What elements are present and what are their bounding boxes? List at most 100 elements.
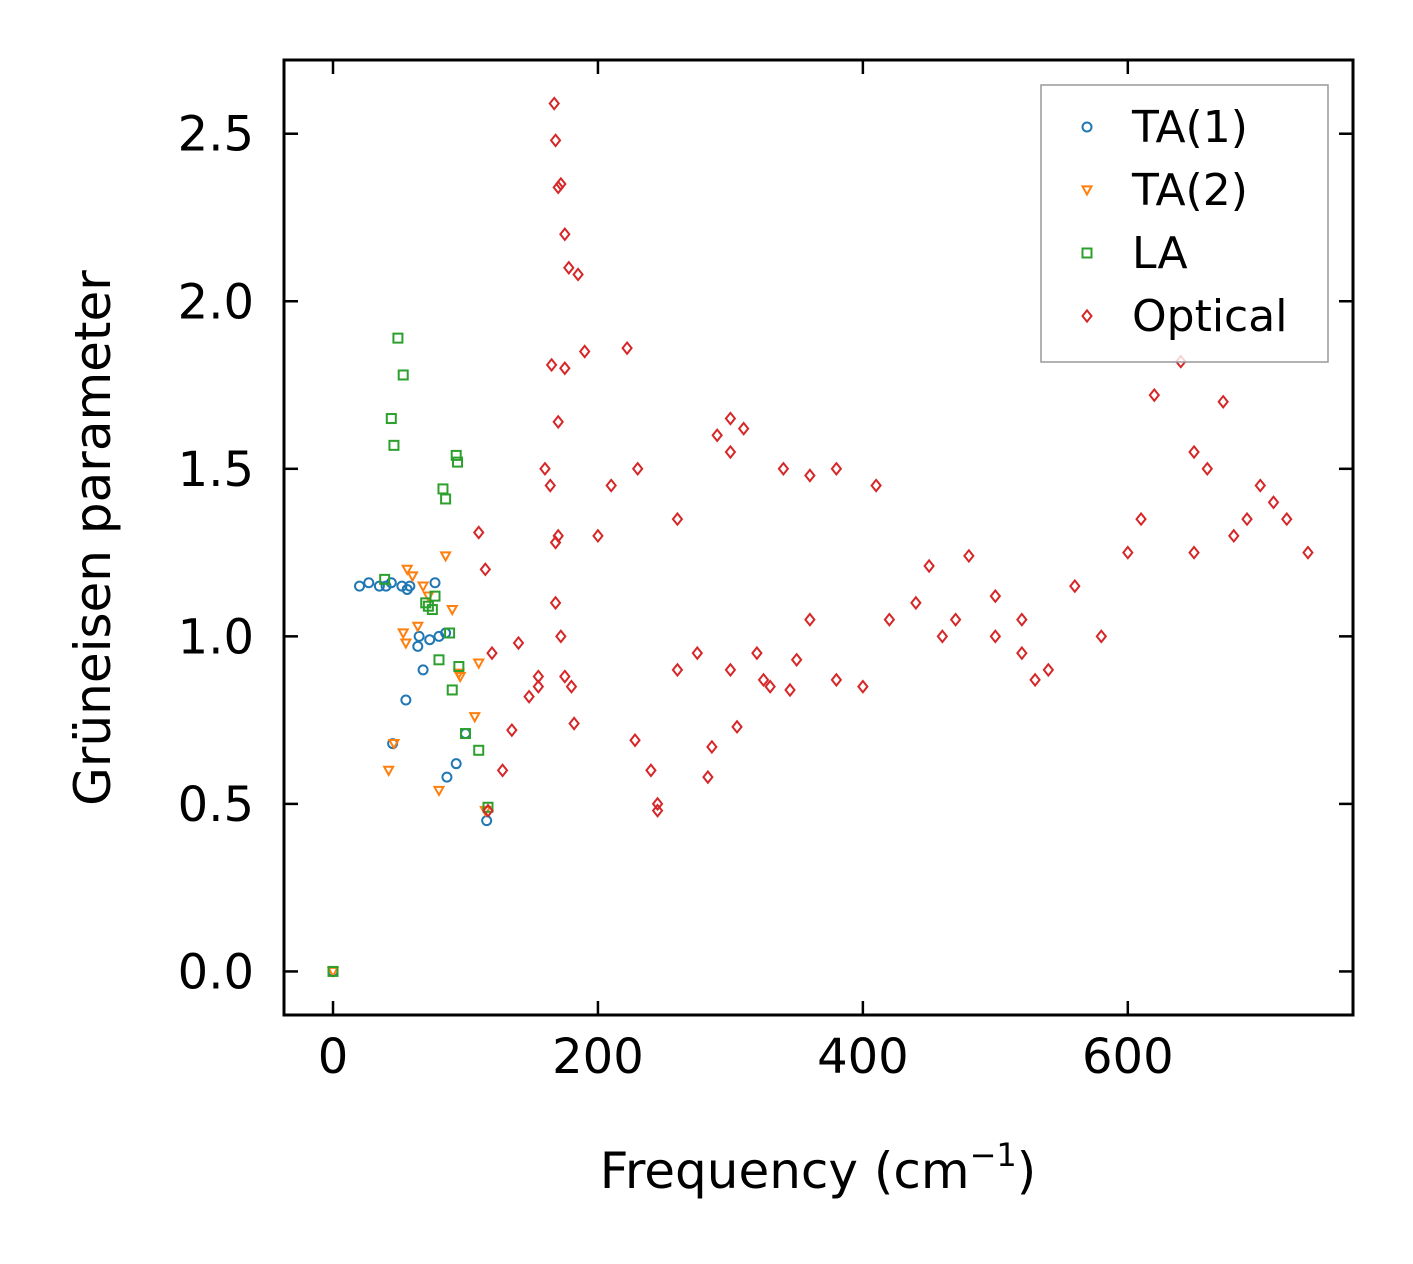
point-optical [532,679,545,694]
point-la [392,332,404,344]
point-optical [552,528,564,544]
point-optical [548,96,561,111]
point-ta-2 [416,581,430,593]
point-optical [857,679,869,694]
point-optical [496,763,509,778]
point-optical [539,461,551,477]
point-optical [757,672,770,688]
y-tick-label: 1.5 [178,442,254,498]
x-axis-title-main: Frequency (cm [600,1142,970,1200]
point-la [420,597,432,609]
y-axis-title: Grüneisen parameter [64,270,122,806]
point-optical [563,260,575,275]
point-optical [1135,511,1147,527]
point-optical [1148,387,1161,403]
legend: TA(1) TA(2) LA Optical [1040,84,1329,363]
x-axis-title: Frequency (cm−1) [600,1136,1037,1200]
point-optical [555,629,567,644]
point-optical [989,629,1002,644]
point-optical [532,669,545,684]
point-optical [1122,545,1134,560]
point-la [482,801,494,813]
legend-label-la: LA [1132,228,1188,279]
legend-label-ta-1: TA(1) [1131,102,1248,153]
point-la [452,456,464,468]
data-points-layer [326,96,1314,978]
point-optical [804,612,816,627]
point-optical [651,803,664,818]
point-optical [555,176,567,192]
point-optical [711,428,723,443]
point-optical [552,414,564,430]
point-la [459,728,471,740]
point-optical [592,528,604,544]
point-ta-1 [424,634,436,646]
point-ta-2 [399,638,413,650]
point-optical [671,662,684,678]
point-optical [870,478,882,493]
point-optical [790,652,803,668]
point-optical [724,662,737,678]
x-tick-label: 400 [817,1029,909,1085]
point-optical [751,645,763,661]
point-ta-2 [387,738,401,751]
point-optical [1095,629,1108,644]
point-optical [764,679,776,694]
point-la [397,369,409,381]
legend-marker-optical [1081,308,1093,324]
point-optical [479,562,492,577]
legend-label-optical: Optical [1132,291,1287,342]
point-optical [724,411,737,426]
point-ta-2 [382,765,395,777]
point-optical [949,612,962,627]
y-tick-label: 1.0 [178,609,254,665]
point-optical [544,478,557,493]
point-optical [737,421,750,436]
point-ta-1 [417,664,429,676]
point-optical [1241,511,1253,527]
point-optical [830,461,843,477]
point-la [453,661,465,673]
point-optical [691,645,704,661]
point-ta-2 [439,551,452,563]
point-la [327,965,339,977]
point-optical [512,635,525,651]
point-optical [486,645,498,661]
legend-label-ta-2: TA(2) [1131,165,1248,216]
point-optical [706,739,718,755]
axis-ticks: 0 200 400 600 0.0 0.5 1.0 1.5 2.0 2.5 [178,60,1353,1085]
point-optical [1228,528,1240,544]
point-optical [559,669,571,684]
legend-marker-la [1081,247,1093,259]
y-tick-label: 2.0 [178,274,254,330]
point-optical [1042,662,1055,678]
point-la [433,654,445,666]
point-ta-1 [363,577,375,589]
point-optical [559,227,571,242]
point-optical [830,672,843,688]
point-ta-2 [472,658,485,670]
point-optical [506,722,518,738]
point-ta-1 [413,630,425,642]
point-la [446,684,458,696]
point-optical [731,719,743,735]
point-la [440,493,452,505]
point-optical [1069,578,1081,594]
point-optical [645,763,657,778]
point-ta-1 [450,758,462,770]
point-optical [621,340,633,356]
legend-marker-ta-2 [1080,185,1094,197]
point-optical [545,357,558,373]
x-axis-title-superscript: −1 [970,1136,1017,1174]
point-optical [804,468,816,483]
point-optical [472,525,485,540]
point-ta-1 [354,580,366,592]
point-ta-1 [412,640,424,652]
point-ta-2 [432,785,446,798]
point-ta-1 [404,580,416,592]
point-optical [1201,461,1214,477]
point-la [426,604,438,616]
point-optical [1280,511,1293,527]
point-optical [777,461,790,477]
